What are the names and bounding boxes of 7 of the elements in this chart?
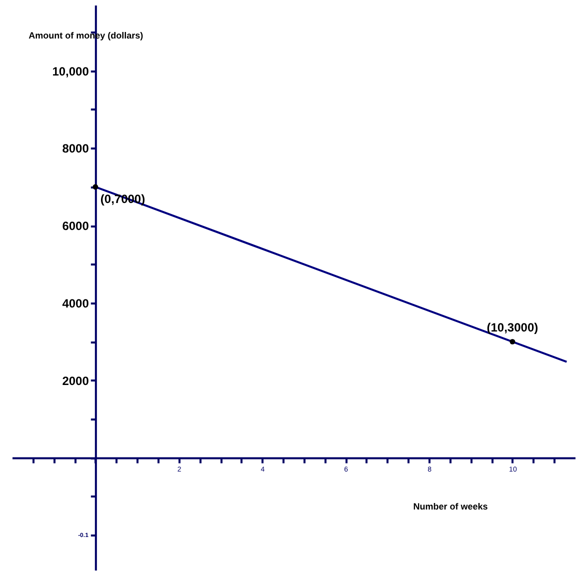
x-axis-title: Number of weeks	[413, 501, 488, 512]
y-tick-label: 4000	[62, 296, 90, 310]
y-tick-label: 8000	[62, 142, 90, 156]
y-tick-label: 10,000	[52, 64, 90, 78]
y-tick-label: 6000	[62, 219, 90, 234]
y-tick-label: 2000	[62, 374, 90, 388]
annotation: (10,3000)	[486, 320, 538, 335]
